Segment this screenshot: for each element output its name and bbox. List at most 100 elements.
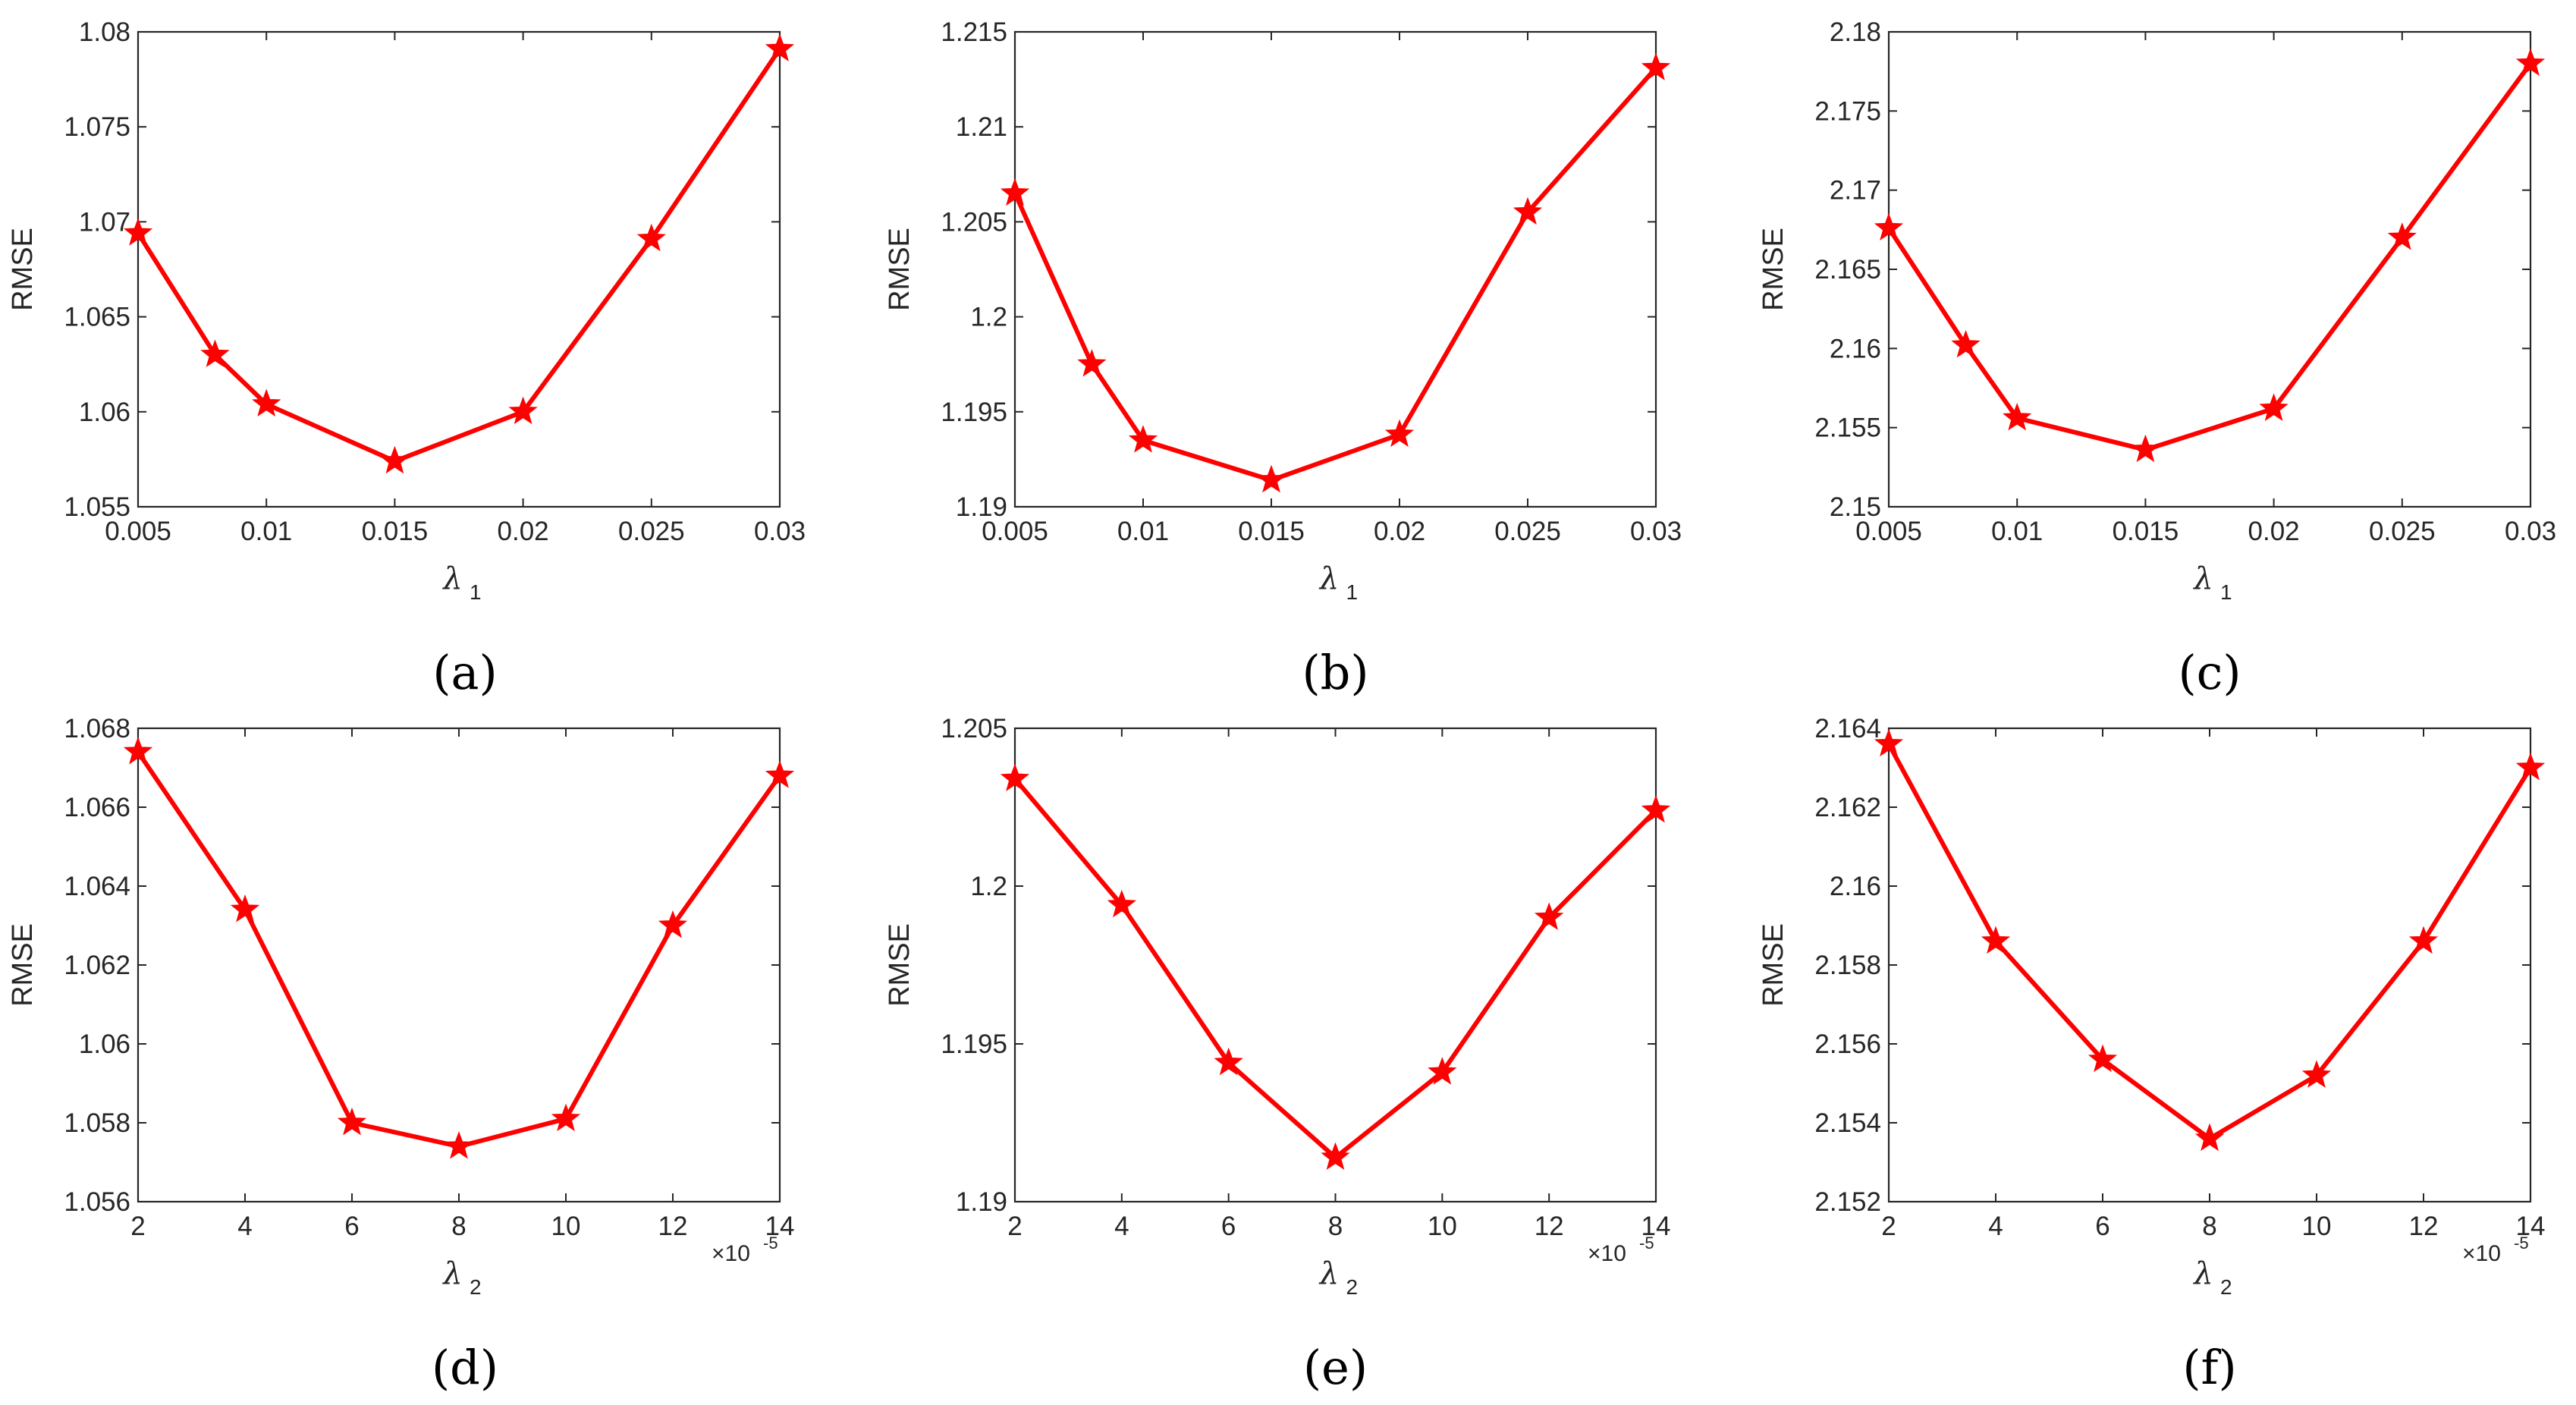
y-tick-label: 2.175: [1814, 96, 1881, 126]
data-point-star: [1534, 902, 1564, 930]
x-tick-label: 10: [551, 1212, 581, 1241]
y-tick-label: 2.15: [1830, 492, 1881, 522]
x-tick-label: 0.02: [2248, 517, 2300, 546]
y-tick-label: 1.08: [79, 17, 130, 47]
data-point-star: [337, 1107, 367, 1136]
x-tick-label: 8: [451, 1212, 466, 1241]
data-point-star: [2387, 222, 2417, 250]
panel-caption: (b): [1302, 645, 1368, 700]
series-line: [136, 750, 782, 1149]
y-tick-label: 2.164: [1814, 714, 1881, 743]
y-tick-label: 1.205: [941, 207, 1007, 237]
y-tick-label: 1.195: [941, 1029, 1007, 1059]
panel-caption: (f): [2182, 1340, 2236, 1395]
x-tick-label: 6: [1221, 1212, 1236, 1241]
data-point-star: [2259, 393, 2289, 421]
data-point-star: [636, 223, 666, 252]
x-exponent-base: ×10: [2462, 1241, 2501, 1266]
axes-box: [137, 727, 781, 1203]
y-tick-label: 1.068: [64, 714, 130, 743]
y-tick-label: 1.2: [970, 872, 1007, 901]
x-tick-label: 0.025: [1494, 517, 1561, 546]
x-exponent-power: -5: [1639, 1234, 1654, 1253]
x-axis-label: λ: [441, 1256, 462, 1291]
x-tick-label: 14: [2516, 1212, 2546, 1241]
data-point-star: [2194, 1123, 2225, 1152]
x-tick-label: 0.03: [2505, 517, 2556, 546]
x-tick-label: 4: [1988, 1212, 2003, 1241]
x-tick-label: 0.02: [498, 517, 549, 546]
data-point-star: [1874, 212, 1904, 241]
data-point-star: [1641, 52, 1671, 80]
y-tick-label: 2.165: [1814, 255, 1881, 284]
data-point-star: [1256, 464, 1286, 493]
x-tick-label: 2: [1007, 1212, 1022, 1241]
data-point-star: [252, 388, 281, 417]
data-point-star: [765, 760, 795, 788]
data-point-star: [2408, 926, 2439, 954]
series-line: [1886, 61, 2533, 452]
x-exponent-power: -5: [763, 1234, 778, 1253]
x-tick-label: 6: [2095, 1212, 2109, 1241]
series-line: [1013, 776, 1658, 1160]
x-tick-label: 0.02: [1374, 517, 1425, 546]
axes-box: [1887, 30, 2532, 508]
y-axis-label: RMSE: [884, 923, 916, 1007]
x-tick-label: 8: [1328, 1212, 1343, 1241]
chart-panel-a: 0.005 0.01 0.015 0.02 0.025 0.03 1.055 1.06 1.06…: [7, 17, 806, 700]
data-point-star: [1641, 795, 1671, 823]
x-tick-label: 12: [1535, 1212, 1564, 1241]
data-point-star: [123, 737, 153, 765]
y-tick-label: 2.152: [1814, 1187, 1881, 1217]
data-point-star: [1000, 178, 1030, 206]
x-tick-label: 10: [2302, 1212, 2332, 1241]
y-axis-label: RMSE: [1758, 228, 1789, 311]
data-point-star: [508, 396, 538, 425]
series-line: [136, 46, 782, 464]
x-tick-label: 0.03: [754, 517, 806, 546]
y-axis-label: RMSE: [1758, 923, 1789, 1007]
y-tick-label: 1.062: [64, 951, 130, 980]
data-point-star: [1077, 349, 1107, 377]
panel-caption: (d): [432, 1340, 498, 1395]
y-tick-label: 1.06: [79, 1029, 130, 1059]
data-point-star: [123, 218, 153, 246]
axes-box: [1013, 727, 1657, 1203]
y-tick-label: 1.2: [970, 303, 1007, 332]
x-tick-label: 0.005: [1855, 517, 1922, 546]
data-point-star: [2088, 1044, 2118, 1073]
y-tick-label: 1.21: [956, 112, 1007, 142]
data-point-star: [1428, 1057, 1457, 1085]
x-tick-label: 12: [2409, 1212, 2439, 1241]
y-tick-label: 1.064: [64, 872, 130, 901]
x-tick-label: 0.01: [1991, 517, 2043, 546]
y-tick-label: 2.17: [1830, 176, 1881, 206]
panel-caption: (c): [2178, 645, 2241, 700]
y-axis-label: RMSE: [7, 923, 39, 1007]
y-tick-label: 2.155: [1814, 413, 1881, 443]
x-axis-label-subscript: 1: [2220, 580, 2232, 604]
x-axis-label: λ: [2192, 1256, 2213, 1291]
y-tick-label: 2.162: [1814, 793, 1881, 822]
data-point-star: [658, 910, 688, 938]
axes-box: [1013, 30, 1657, 508]
panel-caption: (e): [1303, 1340, 1368, 1395]
data-point-star: [551, 1103, 581, 1132]
x-tick-label: 2: [130, 1212, 145, 1241]
x-axis-label-subscript: 1: [470, 580, 482, 604]
y-tick-label: 1.056: [64, 1187, 130, 1217]
x-tick-label: 0.015: [1238, 517, 1305, 546]
x-tick-label: 0.005: [982, 517, 1048, 546]
y-tick-label: 1.058: [64, 1108, 130, 1138]
x-tick-label: 0.025: [2369, 517, 2436, 546]
x-exponent-base: ×10: [1588, 1241, 1626, 1266]
y-tick-label: 2.18: [1830, 17, 1881, 47]
y-tick-label: 1.19: [956, 1187, 1007, 1217]
series-line: [1013, 65, 1658, 482]
y-tick-label: 2.16: [1830, 334, 1881, 363]
data-point-star: [380, 445, 410, 474]
y-axis-label: RMSE: [7, 228, 39, 311]
data-point-star: [2515, 48, 2546, 77]
data-point-star: [230, 894, 260, 923]
